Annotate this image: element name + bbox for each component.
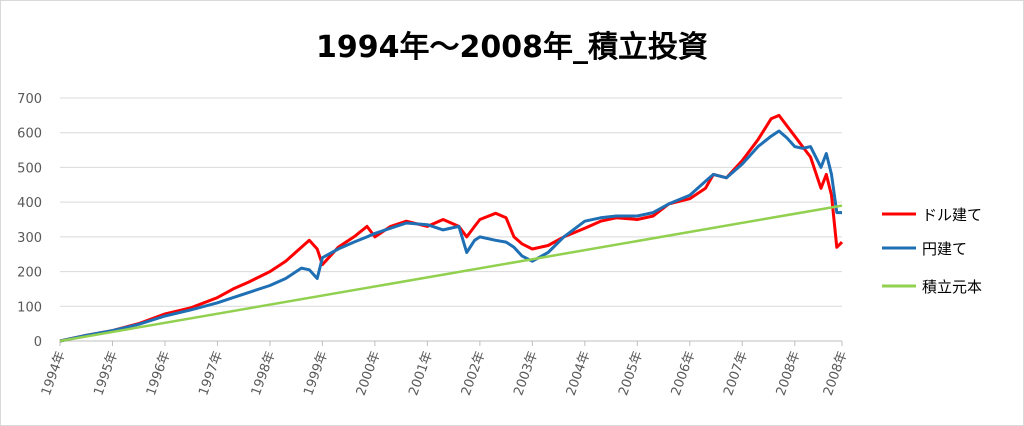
x-tick-label: 2000年 bbox=[354, 349, 384, 397]
x-tick-label: 1997年 bbox=[196, 349, 226, 397]
x-tick-label: 2006年 bbox=[669, 349, 699, 397]
x-tick-label: 2003年 bbox=[511, 349, 541, 397]
x-tick-label: 1998年 bbox=[249, 349, 279, 397]
chart-title: 1994年～2008年_積立投資 bbox=[316, 30, 708, 65]
x-tick-label: 2001年 bbox=[406, 349, 436, 397]
legend-label: ドル建て bbox=[922, 206, 982, 224]
x-tick-label: 2007年 bbox=[721, 349, 751, 397]
x-tick-label: 1996年 bbox=[144, 349, 174, 397]
y-tick-label: 300 bbox=[17, 231, 42, 246]
x-tick-label: 2002年 bbox=[459, 349, 489, 397]
legend-label: 円建て bbox=[922, 240, 967, 258]
y-tick-label: 0 bbox=[34, 335, 42, 350]
y-tick-label: 600 bbox=[17, 127, 42, 142]
series-lines bbox=[59, 113, 844, 343]
series-line-2 bbox=[59, 129, 842, 343]
series-line-1 bbox=[59, 113, 844, 343]
x-tick-label: 1999年 bbox=[301, 349, 331, 397]
series-line-3 bbox=[59, 204, 843, 343]
x-tick-label: 1994年 bbox=[39, 349, 69, 397]
x-tick-label: 2008年 bbox=[821, 349, 851, 397]
x-axis-ticks: 1994年 1995年 1996年 1997年 1998年 1999年 2000年 2001年… bbox=[39, 341, 851, 398]
y-axis-ticks: 0 100 200 300 400 500 600 700 bbox=[17, 92, 42, 350]
y-tick-label: 100 bbox=[17, 300, 42, 315]
x-tick-label: 2008年 bbox=[774, 349, 804, 397]
x-tick-label: 1995年 bbox=[91, 349, 121, 397]
legend-label: 積立元本 bbox=[922, 278, 982, 296]
x-tick-label: 2005年 bbox=[616, 349, 646, 397]
y-tick-label: 700 bbox=[17, 92, 42, 107]
x-tick-label: 2004年 bbox=[564, 349, 594, 397]
gridlines bbox=[60, 97, 842, 342]
y-tick-label: 500 bbox=[17, 161, 42, 176]
y-tick-label: 400 bbox=[17, 196, 42, 211]
y-tick-label: 200 bbox=[17, 266, 42, 281]
